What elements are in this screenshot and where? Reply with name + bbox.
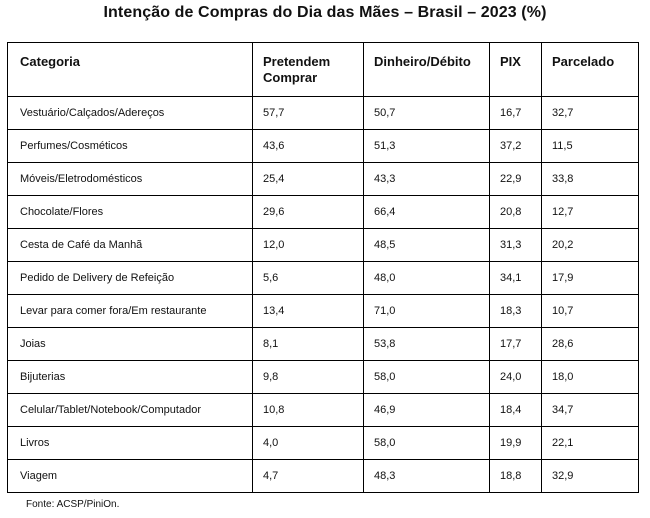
cell-dinheiro-debito: 71,0 (363, 294, 490, 328)
table-row: Chocolate/Flores 29,6 66,4 20,8 12,7 (7, 195, 639, 229)
cell-pretendem-comprar: 4,0 (252, 426, 364, 460)
cell-pretendem-comprar: 57,7 (252, 96, 364, 130)
table-row: Levar para comer fora/Em restaurante 13,… (7, 294, 639, 328)
cell-pix: 34,1 (489, 261, 542, 295)
cell-categoria: Bijuterias (7, 360, 253, 394)
cell-pretendem-comprar: 12,0 (252, 228, 364, 262)
cell-categoria: Cesta de Café da Manhã (7, 228, 253, 262)
table-row: Cesta de Café da Manhã 12,0 48,5 31,3 20… (7, 228, 639, 262)
cell-pix: 18,3 (489, 294, 542, 328)
cell-categoria: Celular/Tablet/Notebook/Computador (7, 393, 253, 427)
cell-parcelado: 32,9 (541, 459, 639, 493)
cell-parcelado: 33,8 (541, 162, 639, 196)
cell-pretendem-comprar: 8,1 (252, 327, 364, 361)
cell-pretendem-comprar: 29,6 (252, 195, 364, 229)
cell-pretendem-comprar: 43,6 (252, 129, 364, 163)
cell-dinheiro-debito: 53,8 (363, 327, 490, 361)
table-row: Pedido de Delivery de Refeição 5,6 48,0 … (7, 261, 639, 295)
header-dinheiro-debito: Dinheiro/Débito (363, 42, 490, 97)
table-row: Joias 8,1 53,8 17,7 28,6 (7, 327, 639, 361)
cell-pix: 16,7 (489, 96, 542, 130)
header-categoria: Categoria (7, 42, 253, 97)
table-row: Móveis/Eletrodomésticos 25,4 43,3 22,9 3… (7, 162, 639, 196)
cell-pretendem-comprar: 25,4 (252, 162, 364, 196)
header-pix: PIX (489, 42, 542, 97)
cell-pretendem-comprar: 13,4 (252, 294, 364, 328)
cell-categoria: Vestuário/Calçados/Adereços (7, 96, 253, 130)
cell-dinheiro-debito: 51,3 (363, 129, 490, 163)
cell-pretendem-comprar: 4,7 (252, 459, 364, 493)
header-pretendem-comprar: Pretendem Comprar (252, 42, 364, 97)
cell-categoria: Joias (7, 327, 253, 361)
cell-pix: 22,9 (489, 162, 542, 196)
header-row: Categoria Pretendem Comprar Dinheiro/Déb… (7, 42, 639, 97)
cell-dinheiro-debito: 58,0 (363, 360, 490, 394)
cell-dinheiro-debito: 46,9 (363, 393, 490, 427)
cell-dinheiro-debito: 66,4 (363, 195, 490, 229)
cell-dinheiro-debito: 48,5 (363, 228, 490, 262)
table-title: Intenção de Compras do Dia das Mães – Br… (103, 4, 547, 21)
cell-categoria: Perfumes/Cosméticos (7, 129, 253, 163)
cell-parcelado: 18,0 (541, 360, 639, 394)
cell-parcelado: 28,6 (541, 327, 639, 361)
cell-parcelado: 11,5 (541, 129, 639, 163)
cell-categoria: Viagem (7, 459, 253, 493)
table-row: Perfumes/Cosméticos 43,6 51,3 37,2 11,5 (7, 129, 639, 163)
data-table: Categoria Pretendem Comprar Dinheiro/Déb… (7, 42, 639, 493)
table-row: Celular/Tablet/Notebook/Computador 10,8 … (7, 393, 639, 427)
cell-parcelado: 22,1 (541, 426, 639, 460)
cell-pix: 19,9 (489, 426, 542, 460)
table-row: Viagem 4,7 48,3 18,8 32,9 (7, 459, 639, 493)
cell-pix: 37,2 (489, 129, 542, 163)
header-parcelado: Parcelado (541, 42, 639, 97)
cell-categoria: Chocolate/Flores (7, 195, 253, 229)
cell-parcelado: 34,7 (541, 393, 639, 427)
cell-dinheiro-debito: 50,7 (363, 96, 490, 130)
cell-categoria: Móveis/Eletrodomésticos (7, 162, 253, 196)
cell-dinheiro-debito: 48,0 (363, 261, 490, 295)
cell-pix: 18,8 (489, 459, 542, 493)
cell-dinheiro-debito: 48,3 (363, 459, 490, 493)
cell-parcelado: 17,9 (541, 261, 639, 295)
cell-parcelado: 32,7 (541, 96, 639, 130)
table-row: Vestuário/Calçados/Adereços 57,7 50,7 16… (7, 96, 639, 130)
cell-parcelado: 20,2 (541, 228, 639, 262)
cell-pretendem-comprar: 10,8 (252, 393, 364, 427)
cell-parcelado: 12,7 (541, 195, 639, 229)
cell-pix: 17,7 (489, 327, 542, 361)
cell-pix: 31,3 (489, 228, 542, 262)
cell-parcelado: 10,7 (541, 294, 639, 328)
cell-categoria: Levar para comer fora/Em restaurante (7, 294, 253, 328)
cell-pix: 18,4 (489, 393, 542, 427)
cell-categoria: Pedido de Delivery de Refeição (7, 261, 253, 295)
table-row: Livros 4,0 58,0 19,9 22,1 (7, 426, 639, 460)
cell-pretendem-comprar: 5,6 (252, 261, 364, 295)
table-row: Bijuterias 9,8 58,0 24,0 18,0 (7, 360, 639, 394)
cell-pix: 20,8 (489, 195, 542, 229)
source-note: Fonte: ACSP/PiniOn. (26, 499, 120, 510)
cell-categoria: Livros (7, 426, 253, 460)
cell-dinheiro-debito: 43,3 (363, 162, 490, 196)
cell-pix: 24,0 (489, 360, 542, 394)
cell-pretendem-comprar: 9,8 (252, 360, 364, 394)
cell-dinheiro-debito: 58,0 (363, 426, 490, 460)
